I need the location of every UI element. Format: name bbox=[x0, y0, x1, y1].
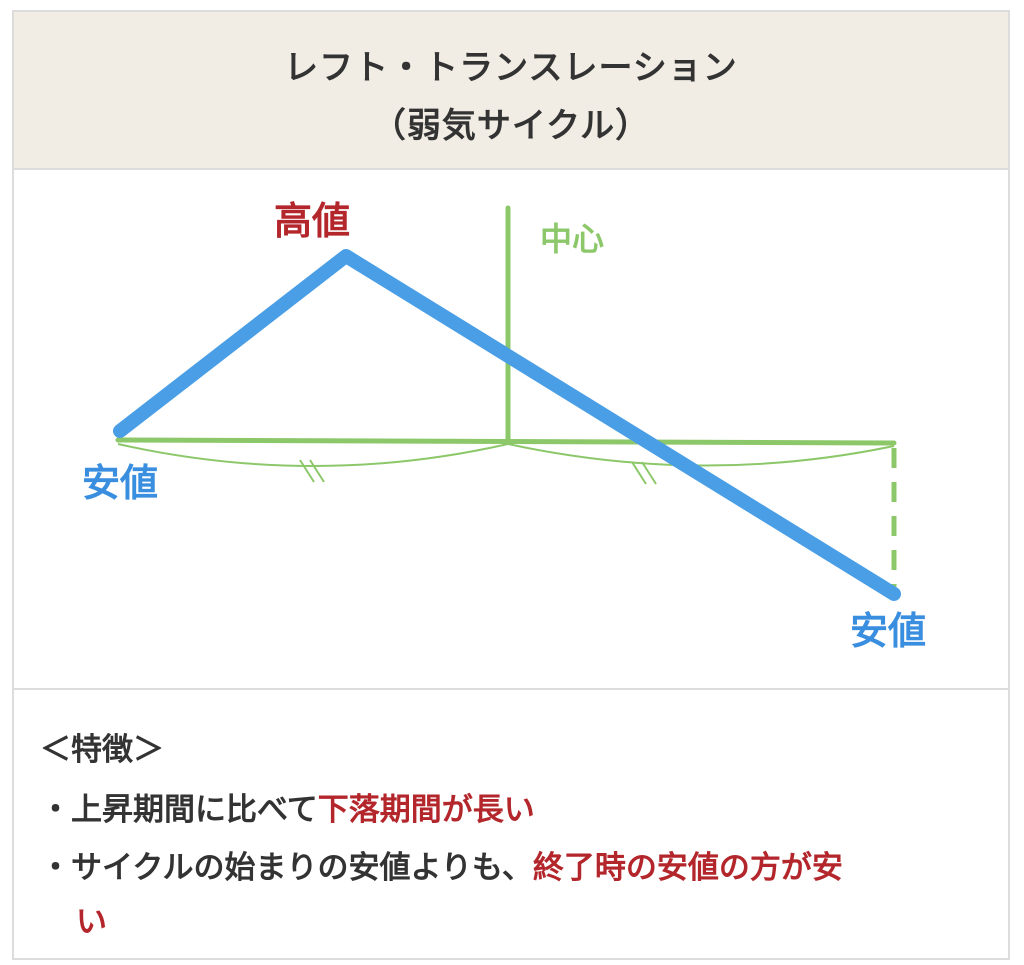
section-divider bbox=[14, 688, 1008, 690]
price-path bbox=[113, 249, 901, 601]
left-half-arc bbox=[117, 443, 509, 467]
subtitle: （弱気サイクル） bbox=[371, 106, 651, 146]
feature-item-2-text: ・サイクルの始まりの安値よりも、 bbox=[40, 850, 533, 886]
low-start-label: 安値 bbox=[82, 461, 158, 505]
high-label: 高値 bbox=[274, 199, 350, 243]
features-heading: ＜特徴＞ bbox=[40, 732, 164, 768]
feature-item-1-text: ・上昇期間に比べて bbox=[40, 792, 318, 828]
title-header: レフト・トランスレーション （弱気サイクル） bbox=[14, 12, 1008, 170]
low-end-label: 安値 bbox=[850, 609, 926, 653]
feature-item-2-highlight: 終了時の安値の方が安 bbox=[532, 850, 843, 886]
figure-frame: レフト・トランスレーション （弱気サイクル） 高値 中心 安値 安値 ＜特徴＞ bbox=[12, 10, 1010, 960]
feature-item-2: ・サイクルの始まりの安値よりも、終了時の安値の方が安 bbox=[40, 842, 843, 887]
left-equal-mark bbox=[299, 459, 325, 483]
center-label: 中心 bbox=[540, 220, 604, 258]
feature-item-1-highlight: 下落期間が長い bbox=[317, 792, 535, 828]
right-half-arc bbox=[507, 443, 895, 467]
cycle-diagram: 高値 中心 安値 安値 bbox=[82, 199, 926, 653]
feature-item-1: ・上昇期間に比べて下落期間が長い bbox=[40, 784, 535, 829]
right-equal-mark bbox=[631, 461, 657, 485]
feature-item-2-continuation: い bbox=[76, 904, 107, 940]
title: レフト・トランスレーション bbox=[284, 48, 738, 88]
